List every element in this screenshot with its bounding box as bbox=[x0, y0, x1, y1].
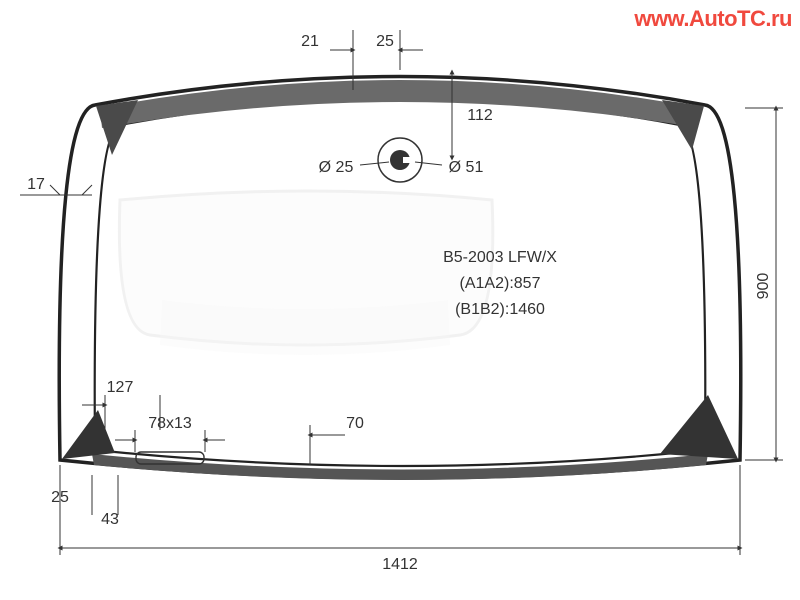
dim-width: 1412 bbox=[382, 556, 418, 573]
corner-bl bbox=[62, 410, 115, 459]
dim-127: 127 bbox=[107, 379, 134, 396]
label-b1b2: (B1B2):1460 bbox=[455, 301, 545, 318]
dim-70: 70 bbox=[346, 415, 364, 432]
dim-dia25: Ø 25 bbox=[319, 159, 354, 176]
dim-25bot: 25 bbox=[51, 489, 69, 506]
dim-43: 43 bbox=[101, 511, 119, 528]
corner-tr bbox=[662, 100, 704, 150]
brand-logo bbox=[119, 191, 492, 355]
dim-78x13: 78x13 bbox=[148, 415, 192, 432]
label-a1a2: (A1A2):857 bbox=[460, 275, 541, 292]
dim-21: 21 bbox=[301, 33, 319, 50]
dim-height: 900 bbox=[755, 273, 772, 300]
watermark-text: www.AutoTC.ru bbox=[633, 6, 792, 31]
label-code: B5-2003 LFW/X bbox=[443, 249, 557, 266]
dim-25top: 25 bbox=[376, 33, 394, 50]
corner-br bbox=[660, 395, 738, 459]
dim-112: 112 bbox=[467, 107, 493, 124]
sensor-mount bbox=[378, 138, 422, 182]
dim-17: 17 bbox=[27, 176, 45, 193]
dim-dia51: Ø 51 bbox=[449, 159, 484, 176]
top-band bbox=[100, 80, 700, 128]
